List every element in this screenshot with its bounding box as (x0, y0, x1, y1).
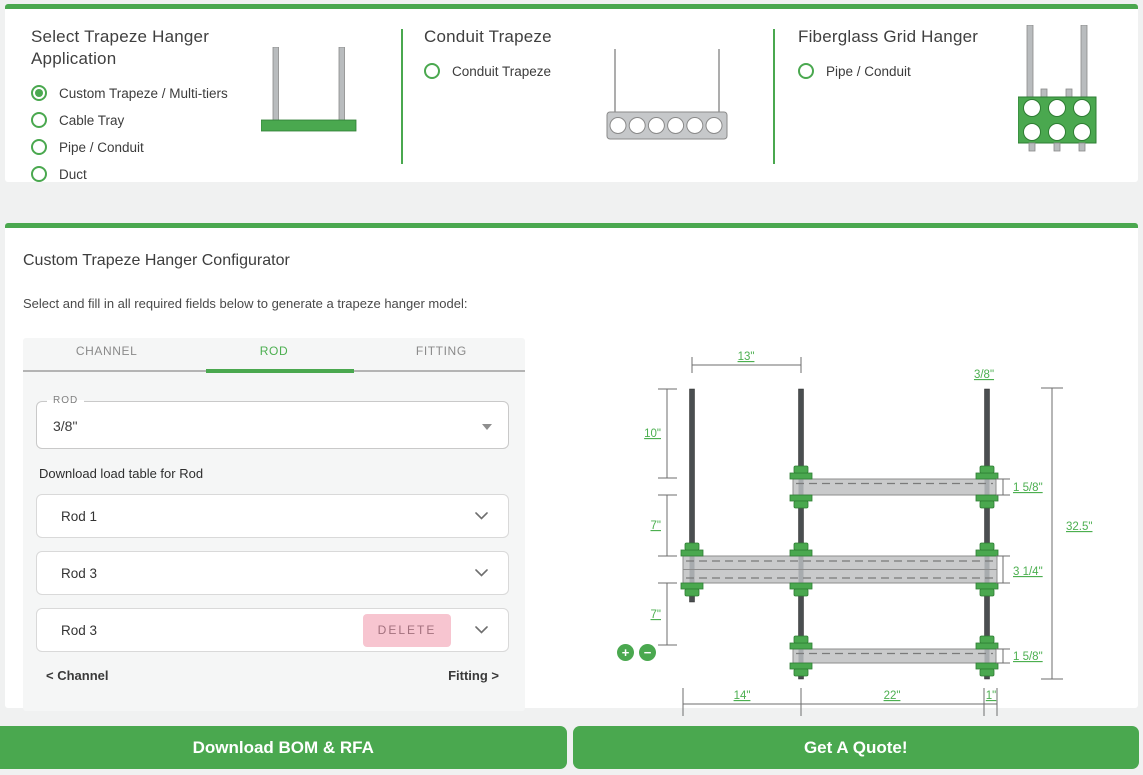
dimension-lines (658, 357, 1063, 716)
dim-tier2-channel: 3 1/4" (1013, 566, 1043, 578)
radio-option-label: Pipe / Conduit (826, 63, 911, 79)
delete-rod-button[interactable]: DELETE (363, 613, 451, 647)
radio-selected-icon (31, 85, 47, 102)
radio-icon (424, 63, 440, 80)
dropdown-arrow-icon (482, 424, 492, 430)
config-tabbar: CHANNEL ROD FITTING (23, 338, 525, 362)
configurator-title: Custom Trapeze Hanger Configurator (23, 252, 290, 269)
chevron-down-icon (475, 569, 488, 577)
dim-top-drop: 10" (644, 428, 661, 440)
radio-option-custom-trapeze[interactable]: Custom Trapeze / Multi-tiers (31, 85, 401, 102)
tab-channel[interactable]: CHANNEL (75, 344, 138, 358)
configurator-subtitle: Select and fill in all required fields b… (23, 296, 468, 311)
tier2-channel (680, 542, 999, 597)
fiberglass-grid-illustration (1018, 25, 1097, 152)
card-divider (401, 29, 403, 164)
radio-option-fiberglass-pipe-conduit[interactable]: Pipe / Conduit (798, 63, 1138, 80)
application-card-fiberglass-grid: Fiberglass Grid Hanger Pipe / Conduit (775, 9, 1138, 182)
application-options: Conduit Trapeze (424, 63, 773, 80)
configurator-card: Custom Trapeze Hanger Configurator Selec… (5, 223, 1138, 716)
application-card-conduit-trapeze: Conduit Trapeze Conduit Trapeze (403, 9, 773, 182)
active-tab-indicator (206, 369, 354, 373)
tab-rod[interactable]: ROD (259, 344, 289, 358)
configurator-inner: Custom Trapeze Hanger Configurator Selec… (5, 228, 1138, 711)
tier3-channel (789, 635, 999, 677)
rod-fields: ROD 3/8" Download load table for Rod Rod… (23, 372, 525, 683)
get-a-quote-button[interactable]: Get A Quote! (572, 726, 1139, 769)
dim-top-span: 13" (738, 351, 755, 363)
application-title: Conduit Trapeze (424, 27, 552, 46)
next-to-fitting-link[interactable]: Fitting > (448, 668, 499, 683)
zoom-out-button[interactable]: − (639, 644, 656, 661)
radio-option-label: Conduit Trapeze (452, 63, 552, 79)
tab-fitting[interactable]: FITTING (415, 344, 467, 358)
hanger-dimension-diagram: 13" 3/8" 10" 7" 7" 1 5/8" 3 1/4" 1 5/8" … (644, 351, 1092, 716)
rod-select-label: ROD (47, 395, 85, 406)
card-divider (773, 29, 775, 164)
radio-icon (31, 112, 47, 129)
diagram-zoom-controls: + − (617, 644, 656, 661)
threaded-rods (689, 388, 990, 680)
radio-option-label: Duct (59, 166, 87, 182)
zoom-in-button[interactable]: + (617, 644, 634, 661)
radio-option-pipe-conduit[interactable]: Pipe / Conduit (31, 139, 401, 156)
radio-icon (31, 166, 47, 183)
chevron-down-icon (475, 626, 488, 634)
download-load-table-link[interactable]: Download load table for Rod (39, 466, 204, 481)
radio-option-cable-tray[interactable]: Cable Tray (31, 112, 401, 129)
tier1-channel (789, 465, 999, 509)
dim-bottom-middle: 22" (884, 690, 901, 702)
application-options: Custom Trapeze / Multi-tiers Cable Tray … (31, 85, 401, 183)
application-options: Pipe / Conduit (798, 63, 1138, 80)
footer-actions: Download BOM & RFA Get A Quote! (0, 726, 1143, 769)
tab-underline (23, 369, 525, 373)
application-selector-card: Select Trapeze Hanger Application Custom… (5, 4, 1138, 183)
dim-rod-diameter: 3/8" (974, 369, 994, 381)
radio-option-duct[interactable]: Duct (31, 166, 401, 183)
conduit-trapeze-illustration (606, 49, 728, 140)
rod-row-label: Rod 3 (61, 565, 98, 581)
rod-size-select[interactable]: ROD 3/8" (36, 395, 509, 449)
application-card-custom-trapeze: Select Trapeze Hanger Application Custom… (5, 9, 401, 183)
panel-navigation: < Channel Fitting > (36, 652, 509, 683)
back-to-channel-link[interactable]: < Channel (46, 668, 109, 683)
application-title: Fiberglass Grid Hanger (798, 27, 979, 46)
dim-tier3-channel: 1 5/8" (1013, 651, 1043, 663)
dim-gap-upper: 7" (651, 520, 661, 532)
dim-tier1-channel: 1 5/8" (1013, 482, 1043, 494)
radio-option-label: Custom Trapeze / Multi-tiers (59, 85, 228, 101)
radio-option-label: Cable Tray (59, 112, 125, 128)
radio-icon (798, 63, 814, 80)
dim-gap-lower: 7" (651, 609, 661, 621)
rod-row-label: Rod 3 (61, 622, 98, 638)
rod-select-value: 3/8" (53, 418, 78, 434)
radio-icon (31, 139, 47, 156)
dim-bottom-left: 14" (734, 690, 751, 702)
rod-row-1[interactable]: Rod 1 (36, 494, 509, 538)
download-bom-rfa-button[interactable]: Download BOM & RFA (0, 726, 567, 769)
rod-row-2[interactable]: Rod 3 (36, 551, 509, 595)
radio-option-label: Pipe / Conduit (59, 139, 144, 155)
page: Select Trapeze Hanger Application Custom… (0, 0, 1143, 708)
rod-config-panel: CHANNEL ROD FITTING ROD 3/8" Download lo… (23, 338, 525, 711)
application-title: Select Trapeze Hanger Application (31, 27, 210, 69)
radio-option-conduit-trapeze[interactable]: Conduit Trapeze (424, 63, 773, 80)
rod-row-label: Rod 1 (61, 508, 98, 524)
chevron-down-icon (475, 512, 488, 520)
trapeze-hanger-illustration (261, 47, 357, 132)
rod-row-3[interactable]: Rod 3 DELETE (36, 608, 509, 652)
dim-bottom-right: 1" (986, 690, 996, 702)
dim-overall-height: 32.5" (1066, 521, 1092, 533)
